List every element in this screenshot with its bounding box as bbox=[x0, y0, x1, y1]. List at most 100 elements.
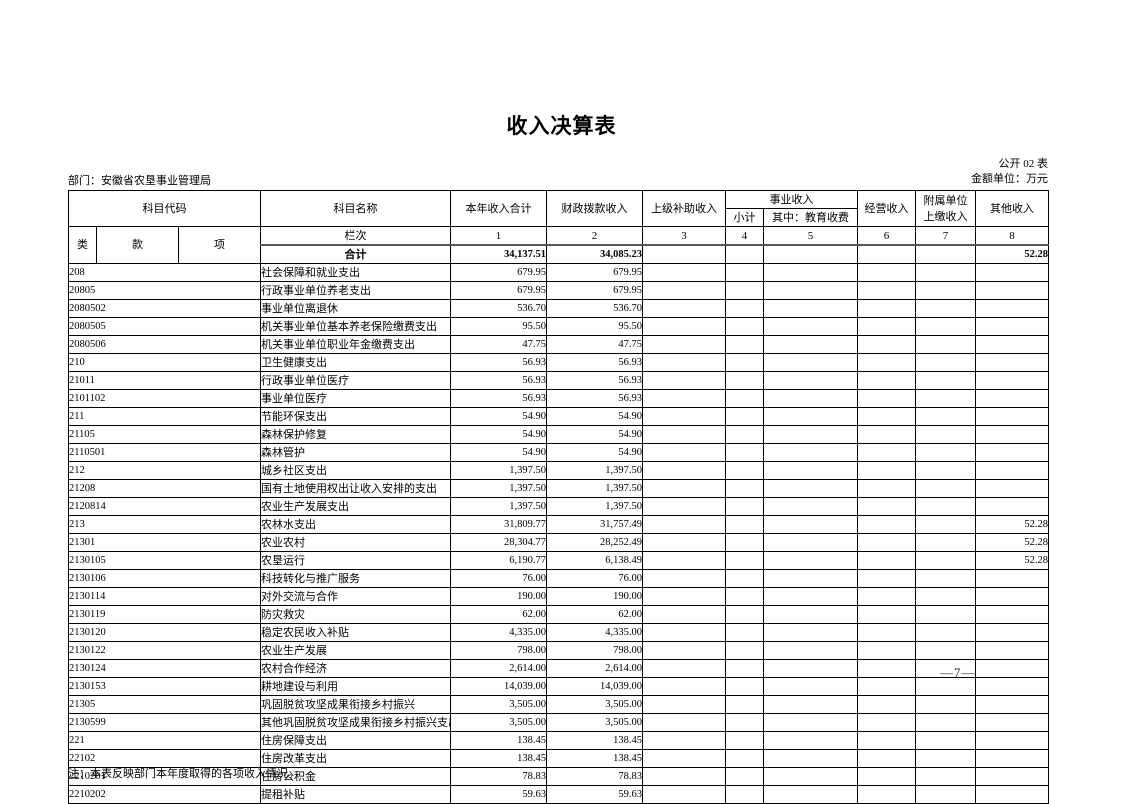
header-code-kuan: 款 bbox=[96, 226, 179, 264]
row-value-1: 536.70 bbox=[450, 299, 547, 318]
row-value-6 bbox=[857, 281, 916, 300]
row-value-6 bbox=[857, 443, 916, 462]
row-value-3 bbox=[642, 389, 726, 408]
row-value-1: 54.90 bbox=[450, 443, 547, 462]
header-lanci-8: 8 bbox=[975, 226, 1049, 246]
row-value-4 bbox=[725, 371, 764, 390]
row-value-2: 56.93 bbox=[546, 371, 643, 390]
table-row: 2130106 科技转化与推广服务 76.00 76.00 bbox=[68, 569, 1049, 588]
row-value-1: 54.90 bbox=[450, 425, 547, 444]
row-value-5 bbox=[763, 605, 858, 624]
header-lanci-6: 6 bbox=[857, 226, 916, 246]
total-row-col1: 34,137.51 bbox=[450, 244, 547, 264]
row-value-8 bbox=[975, 641, 1049, 660]
row-value-1: 56.93 bbox=[450, 389, 547, 408]
row-value-4 bbox=[725, 515, 764, 534]
table-row: 2120814 农业生产发展支出 1,397.50 1,397.50 bbox=[68, 497, 1049, 516]
row-subject-code: 2110501 bbox=[68, 443, 261, 462]
row-subject-code: 211 bbox=[68, 407, 261, 426]
row-value-1: 798.00 bbox=[450, 641, 547, 660]
row-subject-name: 农业农村 bbox=[260, 533, 451, 552]
total-row-col5 bbox=[763, 244, 858, 264]
row-value-2: 54.90 bbox=[546, 407, 643, 426]
row-subject-name: 行政事业单位医疗 bbox=[260, 371, 451, 390]
row-value-3 bbox=[642, 677, 726, 696]
row-subject-code: 2130120 bbox=[68, 623, 261, 642]
header-code-xiang: 项 bbox=[178, 226, 261, 264]
row-value-8 bbox=[975, 425, 1049, 444]
row-value-1: 56.93 bbox=[450, 353, 547, 372]
row-value-5 bbox=[763, 731, 858, 750]
row-value-1: 3,505.00 bbox=[450, 695, 547, 714]
row-value-2: 76.00 bbox=[546, 569, 643, 588]
row-value-3 bbox=[642, 785, 726, 804]
row-value-4 bbox=[725, 389, 764, 408]
row-value-3 bbox=[642, 533, 726, 552]
row-value-1: 679.95 bbox=[450, 281, 547, 300]
header-col-1: 本年收入合计 bbox=[450, 190, 547, 227]
row-value-3 bbox=[642, 353, 726, 372]
header-code-group: 科目代码 bbox=[68, 190, 261, 227]
row-value-5 bbox=[763, 371, 858, 390]
table-row: 211 节能环保支出 54.90 54.90 bbox=[68, 407, 1049, 426]
table-row: 208 社会保障和就业支出 679.95 679.95 bbox=[68, 263, 1049, 282]
row-value-6 bbox=[857, 407, 916, 426]
row-value-3 bbox=[642, 749, 726, 768]
table-row: 2130114 对外交流与合作 190.00 190.00 bbox=[68, 587, 1049, 606]
row-value-2: 78.83 bbox=[546, 767, 643, 786]
row-value-8 bbox=[975, 389, 1049, 408]
table-note: 注：本表反映部门本年度取得的各项收入情况。 bbox=[68, 768, 299, 780]
row-value-3 bbox=[642, 695, 726, 714]
row-value-3 bbox=[642, 767, 726, 786]
row-subject-name: 其他巩固脱贫攻坚成果衔接乡村振兴支出 bbox=[260, 713, 451, 732]
row-value-8 bbox=[975, 497, 1049, 516]
table-row: 2080506 机关事业单位职业年金缴费支出 47.75 47.75 bbox=[68, 335, 1049, 354]
header-subject-name: 科目名称 bbox=[260, 190, 451, 227]
row-value-2: 4,335.00 bbox=[546, 623, 643, 642]
row-value-8: 52.28 bbox=[975, 515, 1049, 534]
row-value-7 bbox=[915, 317, 976, 336]
row-value-7 bbox=[915, 407, 976, 426]
row-subject-code: 21305 bbox=[68, 695, 261, 714]
header-col-6: 经营收入 bbox=[857, 190, 916, 227]
row-value-2: 138.45 bbox=[546, 731, 643, 750]
row-subject-code: 20805 bbox=[68, 281, 261, 300]
header-col-3: 上级补助收入 bbox=[642, 190, 726, 227]
row-value-6 bbox=[857, 461, 916, 480]
row-value-5 bbox=[763, 785, 858, 804]
row-subject-name: 国有土地使用权出让收入安排的支出 bbox=[260, 479, 451, 498]
row-value-8 bbox=[975, 371, 1049, 390]
table-row: 2101102 事业单位医疗 56.93 56.93 bbox=[68, 389, 1049, 408]
row-value-4 bbox=[725, 623, 764, 642]
header-row-1: 科目代码 科目名称 本年收入合计 财政拨款收入 上级补助收入 事业收入 经营收入… bbox=[68, 190, 1049, 227]
row-value-2: 56.93 bbox=[546, 389, 643, 408]
amount-unit: 金额单位：万元 bbox=[971, 173, 1048, 185]
row-value-4 bbox=[725, 299, 764, 318]
row-value-4 bbox=[725, 767, 764, 786]
row-subject-name: 事业单位医疗 bbox=[260, 389, 451, 408]
row-subject-code: 2130124 bbox=[68, 659, 261, 678]
row-value-2: 47.75 bbox=[546, 335, 643, 354]
row-value-5 bbox=[763, 677, 858, 696]
row-value-2: 6,138.49 bbox=[546, 551, 643, 570]
row-value-3 bbox=[642, 371, 726, 390]
row-value-1: 190.00 bbox=[450, 587, 547, 606]
row-value-3 bbox=[642, 641, 726, 660]
row-value-6 bbox=[857, 299, 916, 318]
table-row: 2130124 农村合作经济 2,614.00 2,614.00 bbox=[68, 659, 1049, 678]
row-value-2: 59.63 bbox=[546, 785, 643, 804]
row-value-2: 1,397.50 bbox=[546, 461, 643, 480]
row-subject-name: 森林保护修复 bbox=[260, 425, 451, 444]
header-col-7: 附属单位 上缴收入 bbox=[915, 190, 976, 227]
row-value-8 bbox=[975, 569, 1049, 588]
row-value-5 bbox=[763, 587, 858, 606]
row-value-1: 76.00 bbox=[450, 569, 547, 588]
row-value-1: 54.90 bbox=[450, 407, 547, 426]
row-value-1: 47.75 bbox=[450, 335, 547, 354]
row-value-1: 138.45 bbox=[450, 749, 547, 768]
total-row-col8: 52.28 bbox=[975, 244, 1049, 264]
row-value-7 bbox=[915, 605, 976, 624]
row-subject-code: 213 bbox=[68, 515, 261, 534]
row-value-4 bbox=[725, 443, 764, 462]
